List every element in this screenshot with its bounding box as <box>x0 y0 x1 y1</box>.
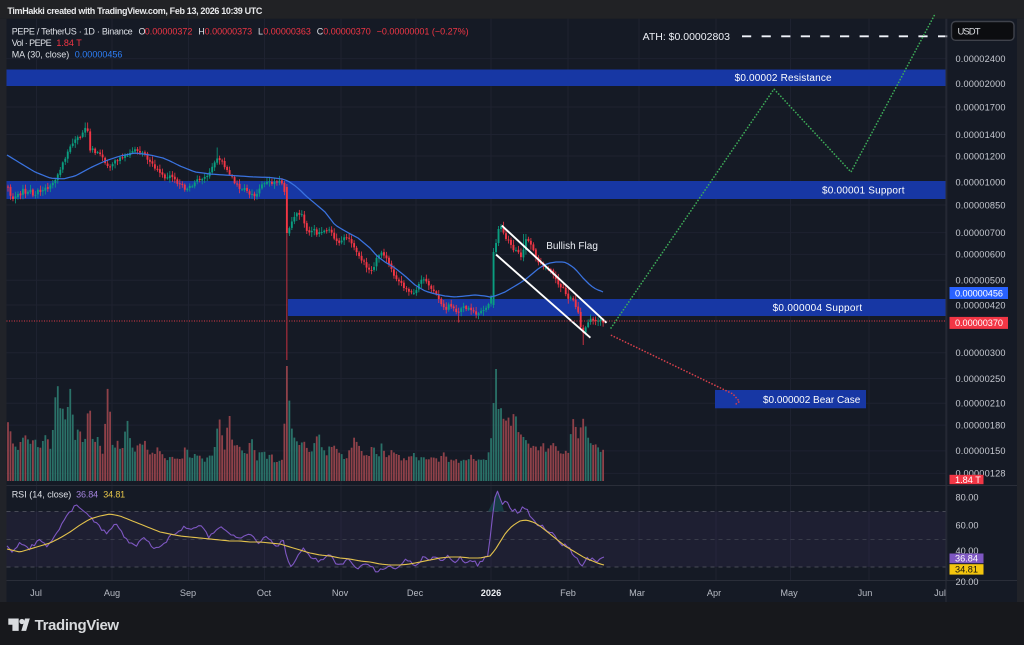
svg-text:0.00000372: 0.00000372 <box>145 27 193 37</box>
svg-text:0.00001000: 0.00001000 <box>956 177 1006 187</box>
svg-text:$0.00001 Support: $0.00001 Support <box>822 186 905 197</box>
svg-text:USDT: USDT <box>958 26 981 37</box>
svg-text:0.00000363: 0.00000363 <box>263 27 311 37</box>
svg-text:Bullish Flag: Bullish Flag <box>546 241 598 252</box>
svg-text:L: L <box>258 27 263 37</box>
svg-text:40.00: 40.00 <box>956 546 979 556</box>
svg-text:0.00000456: 0.00000456 <box>75 50 123 60</box>
svg-text:Sep: Sep <box>180 588 196 598</box>
svg-text:80.00: 80.00 <box>956 492 979 502</box>
svg-text:Jun: Jun <box>858 588 873 598</box>
svg-text:Dec: Dec <box>407 588 424 598</box>
svg-text:0.00000180: 0.00000180 <box>956 420 1006 430</box>
svg-text:TimHakki created with TradingV: TimHakki created with TradingView.com, F… <box>7 6 263 16</box>
svg-text:36.84: 36.84 <box>76 490 98 500</box>
svg-text:0.00000370: 0.00000370 <box>323 27 371 37</box>
svg-text:Oct: Oct <box>257 588 272 598</box>
svg-text:Nov: Nov <box>332 588 349 598</box>
svg-text:Mar: Mar <box>629 588 645 598</box>
svg-text:ATH: $0.00002803: ATH: $0.00002803 <box>643 31 731 43</box>
svg-text:May: May <box>780 588 798 598</box>
svg-text:0.00000600: 0.00000600 <box>956 250 1006 260</box>
svg-text:O: O <box>139 27 146 37</box>
svg-text:1.84 T: 1.84 T <box>56 38 82 48</box>
svg-text:MA (30, close): MA (30, close) <box>12 50 70 60</box>
svg-text:$0.000002 Bear Case: $0.000002 Bear Case <box>763 395 861 406</box>
svg-text:C: C <box>317 27 324 37</box>
svg-text:Aug: Aug <box>104 588 120 598</box>
svg-text:0.00000128: 0.00000128 <box>956 469 1006 479</box>
svg-text:Apr: Apr <box>707 588 721 598</box>
svg-text:Feb: Feb <box>560 588 576 598</box>
svg-text:0.00000300: 0.00000300 <box>956 348 1006 358</box>
svg-text:0.00001400: 0.00001400 <box>956 130 1006 140</box>
svg-text:0.00000370: 0.00000370 <box>955 318 1003 328</box>
svg-text:34.81: 34.81 <box>955 565 978 575</box>
svg-text:0.00000150: 0.00000150 <box>956 446 1006 456</box>
svg-text:36.84: 36.84 <box>955 554 978 564</box>
svg-text:0.00002000: 0.00002000 <box>956 79 1006 89</box>
svg-text:Jul: Jul <box>30 588 42 598</box>
svg-text:$0.000004 Support: $0.000004 Support <box>773 303 863 314</box>
svg-text:1.84 T: 1.84 T <box>955 475 981 485</box>
svg-text:0.00002400: 0.00002400 <box>956 54 1006 64</box>
svg-text:0.00000456: 0.00000456 <box>955 288 1003 298</box>
svg-text:0.00000250: 0.00000250 <box>956 374 1006 384</box>
svg-text:0.00000500: 0.00000500 <box>956 276 1006 286</box>
svg-text:−0.00000001 (−0.27%): −0.00000001 (−0.27%) <box>377 27 469 37</box>
svg-text:H: H <box>198 27 205 37</box>
svg-text:0.00001700: 0.00001700 <box>956 102 1006 112</box>
svg-text:PEPE / TetherUS · 1D · Binance: PEPE / TetherUS · 1D · Binance <box>12 27 133 37</box>
svg-text:TradingView: TradingView <box>35 617 120 634</box>
svg-text:0.00001200: 0.00001200 <box>956 151 1006 161</box>
svg-text:0.00000700: 0.00000700 <box>956 228 1006 238</box>
svg-text:0.00000373: 0.00000373 <box>205 27 253 37</box>
svg-text:Vol · PEPE: Vol · PEPE <box>12 38 52 48</box>
svg-text:20.00: 20.00 <box>956 577 979 587</box>
svg-text:34.81: 34.81 <box>103 490 125 500</box>
svg-text:0.00000420: 0.00000420 <box>956 300 1006 310</box>
svg-text:$0.00002 Resistance: $0.00002 Resistance <box>735 73 832 84</box>
svg-text:Jul: Jul <box>934 588 946 598</box>
svg-text:0.00000850: 0.00000850 <box>956 200 1006 210</box>
svg-text:0.00000210: 0.00000210 <box>956 399 1006 409</box>
svg-text:2026: 2026 <box>481 588 501 598</box>
svg-text:60.00: 60.00 <box>956 520 979 530</box>
svg-text:RSI (14, close): RSI (14, close) <box>12 490 72 500</box>
